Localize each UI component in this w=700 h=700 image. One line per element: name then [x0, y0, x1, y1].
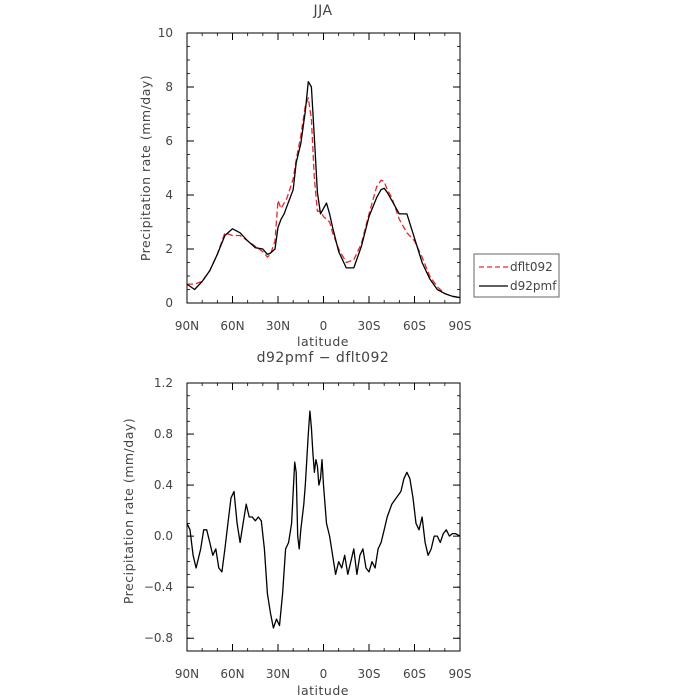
legend: dflt092 d92pmf: [473, 253, 560, 298]
x-tick-label: 30S: [358, 319, 381, 333]
y-tick-label: 0.4: [154, 478, 173, 492]
y-tick-label: 0.0: [154, 529, 173, 543]
y-tick-label: 1.2: [154, 376, 173, 390]
chart-title-bottom: d92pmf − dflt092: [257, 350, 390, 366]
x-tick-label: 60N: [220, 667, 244, 681]
legend-label-dflt092: dflt092: [510, 260, 553, 274]
x-tick-label: 30S: [358, 667, 381, 681]
x-axis-title-bottom: latitude: [297, 683, 349, 698]
series-line-dflt092: [187, 97, 461, 299]
y-tick-label: 8: [165, 80, 173, 94]
top-panel-axes: 90N 60N 30N 0 30S 60S 90S 0 2 4 6 8 10: [158, 26, 472, 333]
x-tick-label: 0: [320, 319, 328, 333]
series-line-d92pmf: [186, 80, 461, 299]
legend-label-d92pmf: d92pmf: [510, 279, 557, 293]
y-tick-label: 6: [165, 134, 173, 148]
y-tick-label: 4: [165, 188, 173, 202]
legend-box: [473, 253, 560, 298]
bottom-panel-axes: 90N 60N 30N 0 30S 60S 90S −0.8 −0.4 0.0 0.4 0.8 1.2: [144, 376, 472, 681]
x-axis-title-top: latitude: [297, 334, 349, 349]
bottom-panel-series: [186, 410, 461, 629]
x-tick-label: 30N: [266, 319, 290, 333]
y-tick-label: −0.4: [144, 580, 173, 594]
x-tick-label: 60N: [220, 319, 244, 333]
x-tick-label: 60S: [403, 319, 426, 333]
chart-title-top: JJA: [312, 3, 332, 19]
x-tick-label: 90N: [175, 667, 199, 681]
y-tick-label: 10: [158, 26, 173, 40]
top-panel-series: [186, 80, 461, 299]
bottom-panel-difference: d92pmf − dflt092 90N 60N 30N 0 30S 60S 90S −0.8…: [121, 350, 471, 698]
plot-frame: [186, 382, 461, 652]
y-axis-title-bottom: Precipitation rate (mm/day): [121, 418, 136, 604]
x-tick-label: 60S: [403, 667, 426, 681]
x-tick-label: 90N: [175, 319, 199, 333]
plot-frame: [186, 32, 461, 304]
x-tick-label: 0: [320, 667, 328, 681]
series-line-difference: [186, 410, 461, 629]
x-tick-label: 90S: [449, 319, 472, 333]
y-tick-label: 2: [165, 242, 173, 256]
x-tick-label: 30N: [266, 667, 290, 681]
x-tick-label: 90S: [449, 667, 472, 681]
y-tick-label: 0.8: [154, 427, 173, 441]
y-axis-title-top: Precipitation rate (mm/day): [138, 75, 153, 261]
y-tick-label: −0.8: [144, 631, 173, 645]
y-tick-label: 0: [165, 296, 173, 310]
